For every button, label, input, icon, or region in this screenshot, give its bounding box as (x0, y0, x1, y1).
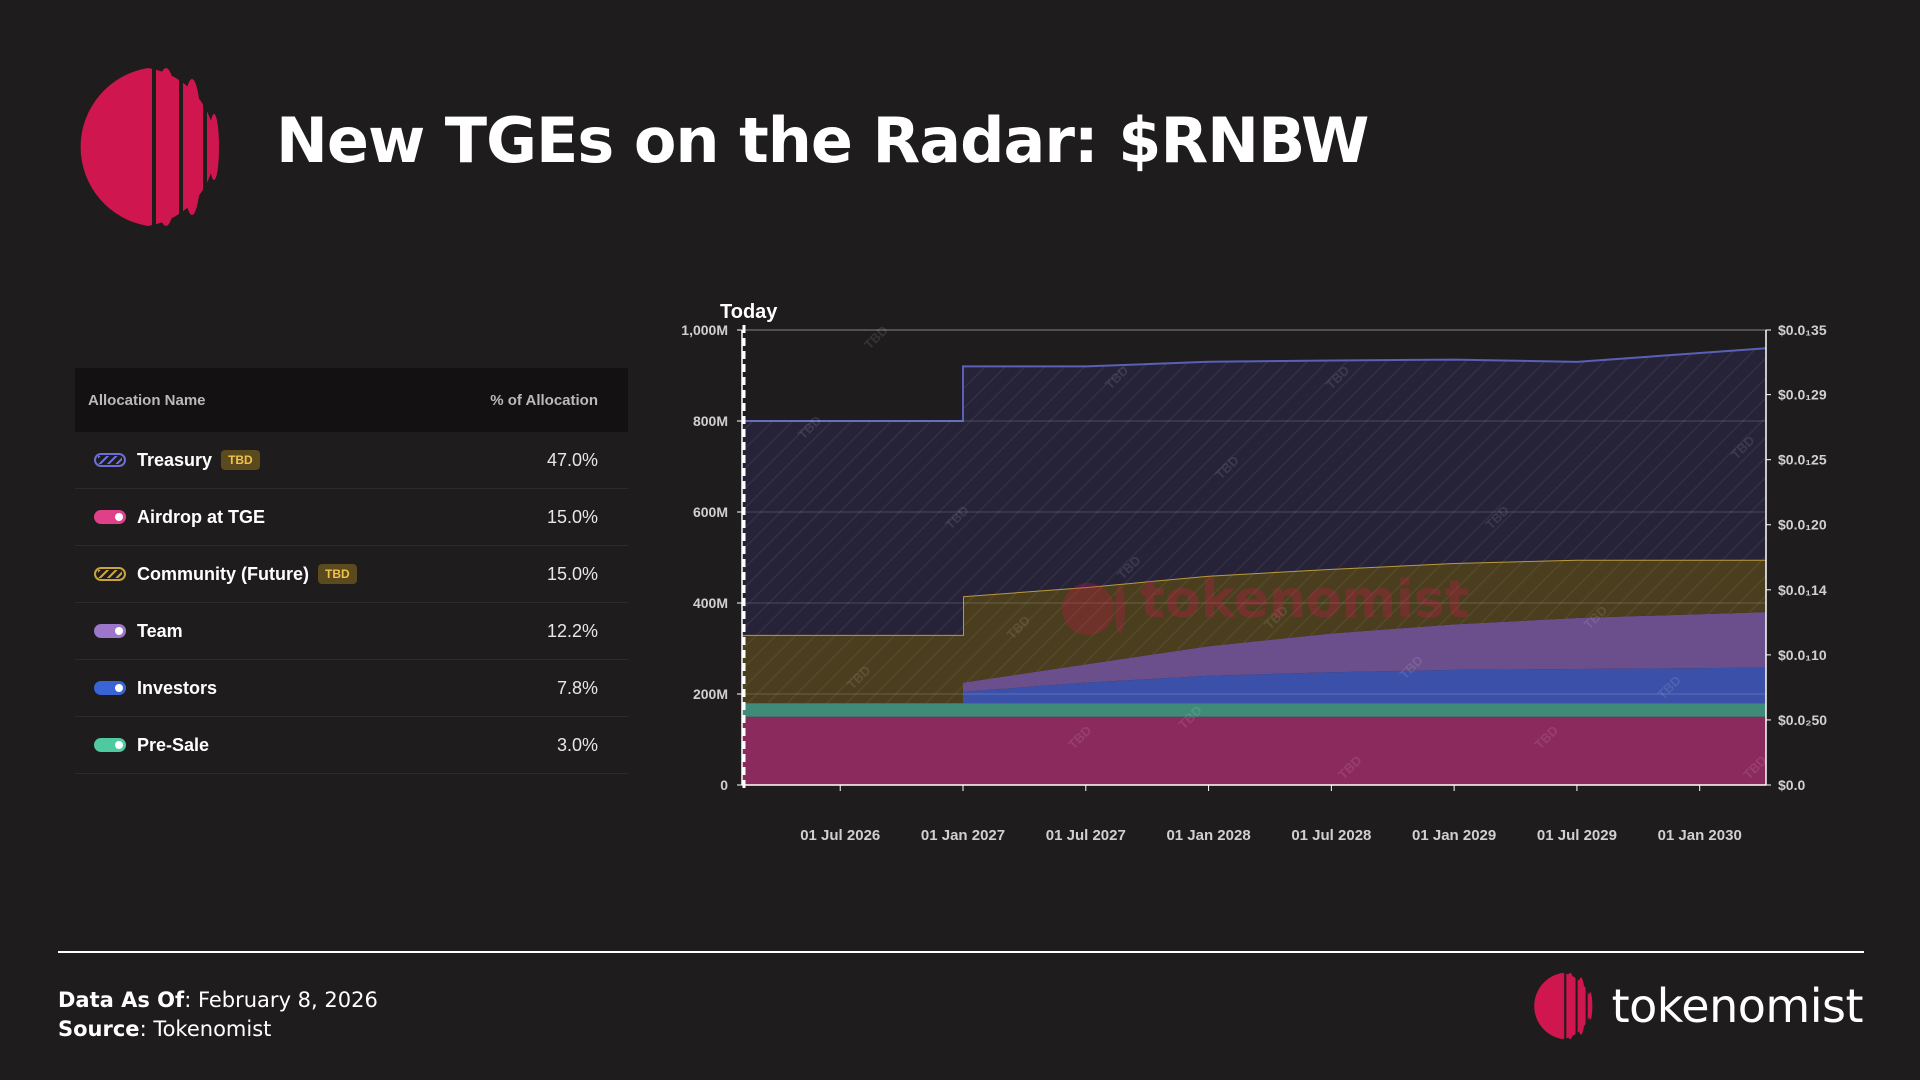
series-area-team (742, 612, 1766, 704)
y-right-tick-label: $0.0₁29 (1778, 387, 1827, 403)
allocation-table: Allocation Name % of Allocation Treasury… (75, 368, 628, 774)
tokenomist-small-logo (1533, 972, 1592, 1040)
series-area-investors (742, 667, 1766, 704)
y-right-tick-label: $0.0₁10 (1778, 647, 1827, 663)
vesting-chart: tokenomistTBDTBDTBDTBDTBDTBDTBDTBDTBDTBD… (681, 301, 1827, 844)
footer-divider (58, 951, 1864, 953)
y-right-tick-label: $0.0₁14 (1778, 582, 1827, 598)
header-pct-allocation: % of Allocation (490, 391, 598, 409)
allocation-row: Community (Future) TBD 15.0% (75, 546, 628, 603)
series-area-treasury (742, 348, 1766, 635)
header-allocation-name: Allocation Name (88, 391, 206, 409)
allocation-pct: 15.0% (546, 506, 598, 527)
y-tick-label: 400M (693, 595, 728, 611)
series-toggle-icon[interactable] (94, 624, 126, 638)
brand-logo-block: tokenomist (1526, 972, 1864, 1040)
allocation-row: Treasury TBD 47.0% (75, 432, 628, 489)
x-tick-label: 01 Jul 2028 (1291, 827, 1371, 844)
watermark-logo-icon (1062, 583, 1125, 635)
allocation-row-left: Investors (94, 678, 217, 699)
today-label: Today (720, 301, 778, 323)
series-area-pre-sale (742, 703, 1766, 717)
x-tick-label: 01 Jul 2027 (1046, 827, 1126, 844)
allocation-row: Team 12.2% (75, 603, 628, 660)
allocation-row-left: Team (94, 621, 183, 642)
allocation-pct: 12.2% (546, 620, 598, 641)
tokenomist-logo (80, 66, 219, 228)
tbd-badge: TBD (221, 450, 260, 470)
tbd-badge: TBD (317, 564, 357, 584)
allocation-pct: 47.0% (546, 449, 598, 470)
y-right-tick-label: $0.0 (1778, 777, 1805, 793)
allocation-row-left: Airdrop at TGE (94, 507, 265, 528)
y-tick-label: 600M (693, 504, 728, 520)
x-tick-label: 01 Jan 2028 (1166, 827, 1250, 844)
table-header: Allocation Name % of Allocation (75, 368, 628, 432)
series-area-community-future- (742, 559, 1766, 704)
data-as-of-label: Data As Of (58, 988, 185, 1012)
x-tick-label: 01 Jan 2030 (1658, 827, 1742, 844)
series-toggle-icon[interactable] (94, 681, 126, 695)
brand-name: tokenomist (1611, 979, 1864, 1033)
series-line (742, 347, 1767, 422)
series-toggle-icon[interactable] (94, 567, 126, 581)
allocation-name: Airdrop at TGE (137, 506, 266, 527)
allocation-row: Pre-Sale 3.0% (75, 717, 628, 774)
series-toggle-icon[interactable] (94, 510, 126, 524)
allocation-row: Investors 7.8% (75, 660, 628, 717)
x-tick-label: 01 Jan 2029 (1412, 827, 1496, 844)
y-right-tick-label: $0.0₁35 (1778, 322, 1827, 338)
allocation-row-left: Pre-Sale (94, 735, 209, 756)
x-tick-label: 01 Jan 2027 (921, 827, 1005, 844)
x-tick-label: 01 Jul 2029 (1537, 827, 1617, 844)
chart-watermark: tokenomist (1140, 570, 1470, 630)
source-label: Source (58, 1017, 140, 1041)
allocation-pct: 7.8% (556, 677, 598, 698)
allocation-pct: 15.0% (546, 563, 598, 584)
allocation-pct: 3.0% (556, 734, 598, 755)
y-right-tick-label: $0.0₂50 (1778, 712, 1827, 728)
allocation-name: Community (Future) (137, 563, 309, 584)
y-tick-label: 0 (720, 777, 728, 793)
source-value: : Tokenomist (139, 1017, 272, 1041)
page-title: New TGEs on the Radar: $RNBW (276, 104, 1369, 177)
allocation-name: Treasury (137, 449, 213, 470)
data-as-of: Data As Of: February 8, 2026 (58, 988, 378, 1012)
series-area-airdrop-at-tge (742, 716, 1766, 785)
x-tick-label: 01 Jul 2026 (800, 827, 880, 844)
series-toggle-icon[interactable] (94, 738, 126, 752)
y-right-tick-label: $0.0₁20 (1778, 517, 1827, 533)
data-as-of-value: : February 8, 2026 (184, 988, 378, 1012)
y-tick-label: 1,000M (681, 322, 728, 338)
allocation-name: Investors (137, 677, 218, 698)
allocation-name: Pre-Sale (137, 734, 210, 755)
allocation-row-left: Treasury TBD (94, 450, 260, 471)
allocation-row: Airdrop at TGE 15.0% (75, 489, 628, 546)
y-right-tick-label: $0.0₁25 (1778, 452, 1827, 468)
allocation-name: Team (137, 620, 183, 641)
source: Source: Tokenomist (58, 1017, 271, 1041)
allocation-row-left: Community (Future) TBD (94, 564, 357, 585)
y-tick-label: 200M (693, 686, 728, 702)
series-toggle-icon[interactable] (94, 453, 126, 467)
y-tick-label: 800M (693, 413, 728, 429)
